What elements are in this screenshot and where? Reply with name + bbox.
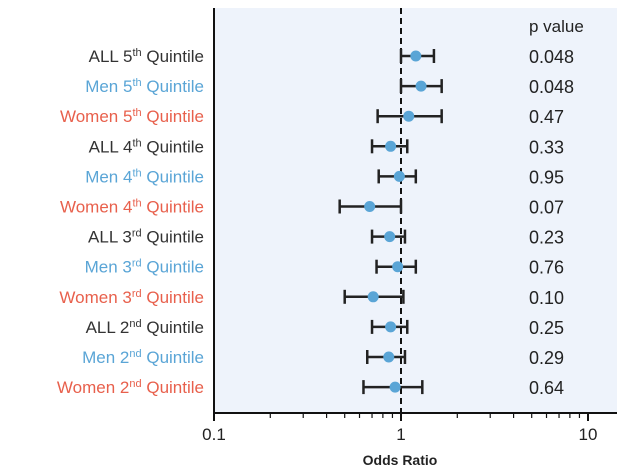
odds-ratio-point [392,261,404,273]
row-label-prefix: Women 4 [60,198,132,217]
row-all-5: ALL 5th Quintile 0.048 [89,47,574,67]
odds-ratio-point [403,110,415,122]
row-label-prefix: Women 3 [59,288,131,307]
row-men-5: Men 5th Quintile 0.048 [85,77,574,97]
row-label-ordinal: nd [129,348,141,360]
odds-ratio-point [410,50,422,62]
row-label-ordinal: th [132,47,141,59]
row-label-ordinal: nd [129,318,141,330]
row-label-suffix: Quintile [142,137,204,156]
row-label-prefix: ALL 5 [89,47,133,66]
pvalue: 0.29 [529,348,564,368]
row-label-ordinal: th [132,77,141,89]
row-label-prefix: Men 5 [85,77,132,96]
row-all-3: ALL 3rd Quintile 0.23 [88,228,564,248]
row-label-suffix: Quintile [142,47,204,66]
x-axis: 0.1 1 10 [202,413,597,444]
row-label-suffix: Quintile [142,198,204,217]
x-axis-title: Odds Ratio [363,452,438,468]
row-women-3: Women 3rd Quintile 0.10 [59,288,564,308]
pvalue: 0.64 [529,378,564,398]
row-label-prefix: ALL 4 [89,137,133,156]
pvalue: 0.048 [529,47,574,67]
row-label-prefix: Men 2 [82,348,129,367]
row-label-ordinal: nd [129,378,141,390]
row-label-suffix: Quintile [142,77,204,96]
odds-ratio-point [364,201,376,212]
row-men-4: Men 4th Quintile 0.95 [85,167,564,187]
row-label: ALL 5th Quintile [89,47,204,66]
row-label-prefix: ALL 2 [86,318,130,337]
row-label-ordinal: th [132,167,141,179]
odds-ratio-point [385,321,397,333]
pvalue: 0.10 [529,288,564,308]
row-label-suffix: Quintile [142,348,204,367]
row-label-suffix: Quintile [142,378,204,397]
row-label: Women 3rd Quintile [59,288,204,307]
pvalue-header: p value [529,17,584,36]
pvalue: 0.47 [529,107,564,127]
plot-panel [214,8,617,413]
odds-ratio-point [415,80,427,92]
row-women-4: Women 4th Quintile 0.07 [60,198,564,218]
odds-ratio-point [393,170,405,182]
row-label: ALL 3rd Quintile [88,228,204,247]
row-label: Men 2nd Quintile [82,348,204,367]
row-label-ordinal: th [132,107,141,119]
row-all-2: ALL 2nd Quintile 0.25 [86,318,564,338]
pvalue: 0.76 [529,258,564,278]
row-label: Women 2nd Quintile [57,378,204,397]
row-label-ordinal: rd [132,288,142,300]
pvalue: 0.048 [529,77,574,97]
odds-ratio-point [383,351,395,363]
pvalue: 0.23 [529,228,564,248]
row-label: Men 4th Quintile [85,167,204,186]
row-men-2: Men 2nd Quintile 0.29 [82,348,564,368]
row-label: ALL 2nd Quintile [86,318,204,337]
row-label-prefix: Men 3 [85,258,132,277]
row-label-prefix: Women 2 [57,378,129,397]
row-label: Women 4th Quintile [60,198,204,217]
row-label-ordinal: th [132,198,141,210]
row-label-ordinal: th [132,137,141,149]
row-label-suffix: Quintile [142,107,204,126]
row-label-suffix: Quintile [142,228,204,247]
row-label-ordinal: rd [132,258,142,270]
x-tick-label: 1 [396,425,405,444]
x-tick-label: 10 [579,425,598,444]
row-label-suffix: Quintile [142,258,204,277]
row-women-2: Women 2nd Quintile 0.64 [57,378,564,398]
row-label-suffix: Quintile [142,288,204,307]
row-label: Women 5th Quintile [60,107,204,126]
odds-ratio-point [384,231,396,243]
row-label-prefix: Men 4 [85,167,132,186]
row-label-prefix: Women 5 [60,107,132,126]
row-label: Men 3rd Quintile [85,258,204,277]
row-label-suffix: Quintile [142,318,204,337]
odds-ratio-point [385,140,397,152]
x-tick-label: 0.1 [202,425,226,444]
row-all-4: ALL 4th Quintile 0.33 [89,137,564,157]
row-label-prefix: ALL 3 [88,228,132,247]
row-label: ALL 4th Quintile [89,137,204,156]
pvalue: 0.33 [529,137,564,157]
row-men-3: Men 3rd Quintile 0.76 [85,258,564,278]
pvalue: 0.95 [529,167,564,187]
pvalue: 0.07 [529,198,564,218]
odds-ratio-point [389,381,401,393]
odds-ratio-point [367,291,379,303]
row-women-5: Women 5th Quintile 0.47 [60,107,564,127]
pvalue: 0.25 [529,318,564,338]
row-label: Men 5th Quintile [85,77,204,96]
row-label-suffix: Quintile [142,167,204,186]
row-label-ordinal: rd [132,228,142,240]
